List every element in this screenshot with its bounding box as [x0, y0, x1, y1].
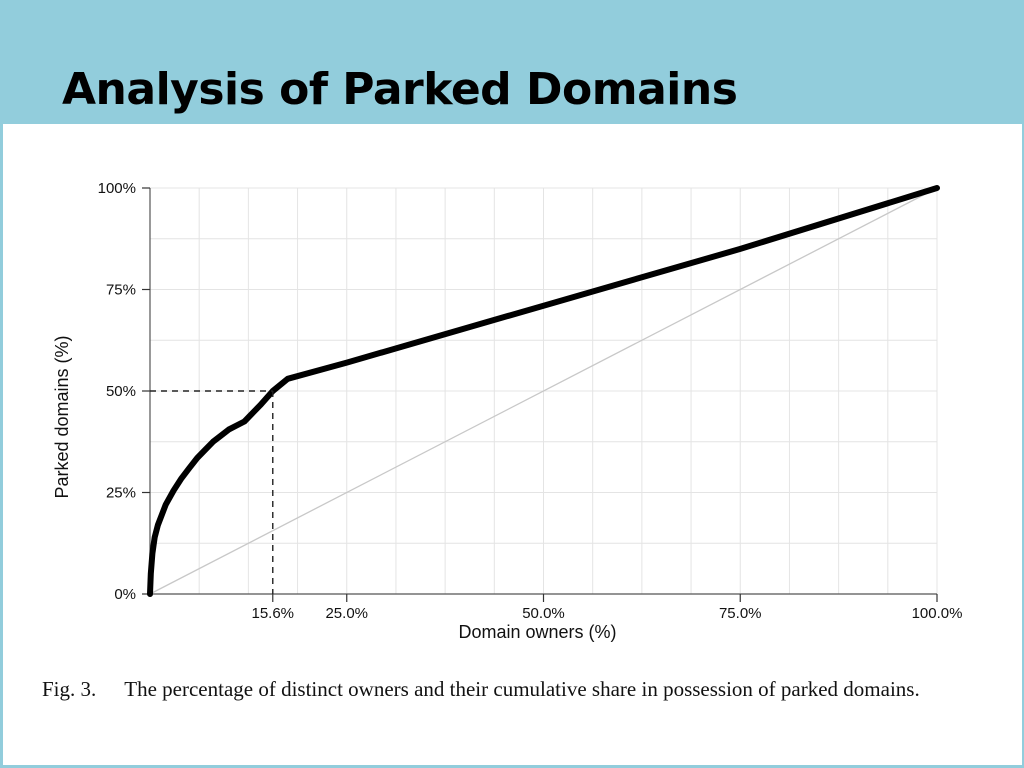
y-tick-label: 75%	[106, 282, 136, 299]
slide-title: Analysis of Parked Domains	[62, 64, 738, 115]
x-tick-label: 75.0%	[719, 605, 762, 622]
x-tick-label: 25.0%	[325, 605, 368, 622]
figure-caption-label: Fig. 3.	[42, 677, 97, 701]
slide-frame-left	[0, 124, 3, 768]
y-axis-title: Parked domains (%)	[52, 335, 72, 498]
series-layer	[147, 185, 940, 597]
lorenz-chart: 0% 25% 50% 75% 100% 15.6% 25.0% 50.0% 75.0% 100.0…	[52, 180, 963, 642]
header-band	[0, 0, 1024, 124]
slide-frame-bottom	[0, 765, 1024, 768]
y-tick-label: 25%	[106, 485, 136, 502]
slide-frame-right	[1022, 124, 1024, 768]
x-tick-label: 15.6%	[251, 605, 294, 622]
figure-caption-text: The percentage of distinct owners and th…	[124, 677, 920, 701]
cumulative-share-line	[147, 185, 940, 597]
tick-labels: 0% 25% 50% 75% 100% 15.6% 25.0% 50.0% 75.0% 100.0…	[98, 180, 963, 622]
x-tick-label: 100.0%	[912, 605, 963, 622]
figure-caption: Fig. 3. The percentage of distinct owners…	[42, 676, 970, 703]
y-tick-label: 100%	[98, 180, 136, 197]
grid	[150, 187, 938, 594]
equality-reference-line	[149, 187, 938, 595]
y-tick-label: 0%	[114, 586, 136, 603]
y-tick-label: 50%	[106, 383, 136, 400]
x-tick-label: 50.0%	[522, 605, 565, 622]
x-axis-title: Domain owners (%)	[458, 622, 616, 642]
